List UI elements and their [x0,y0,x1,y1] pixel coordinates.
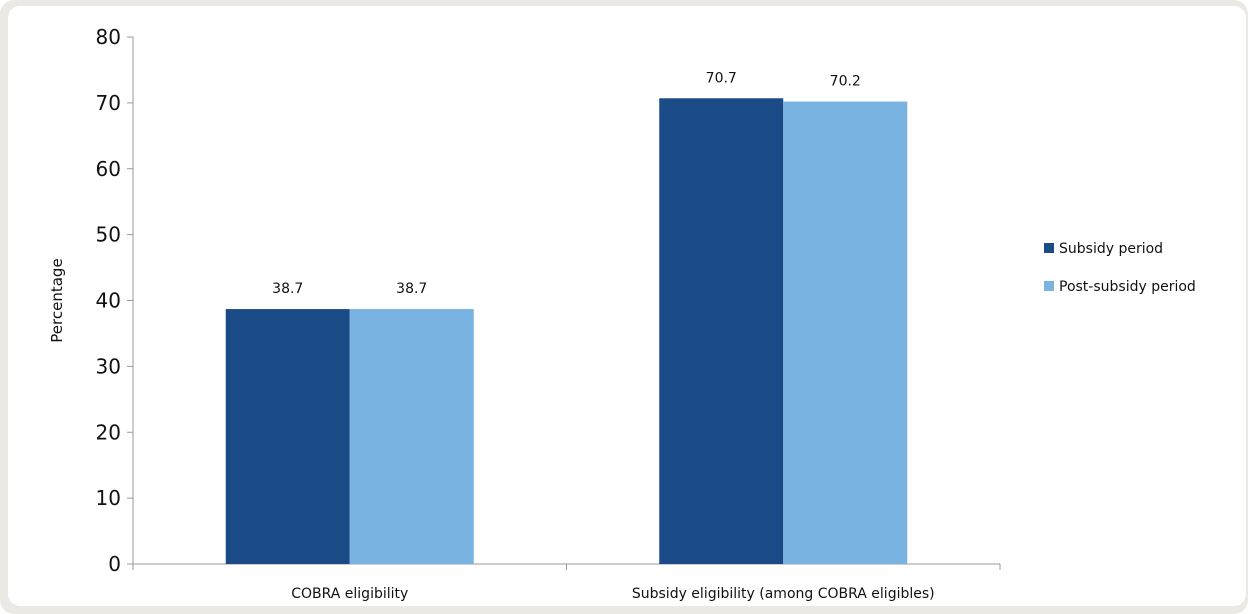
legend-label: Post-subsidy period [1059,279,1196,295]
x-axis-ticks: COBRA eligibility Subsidy eligibility (am… [132,564,1001,602]
y-tick-label: 70 [96,91,121,115]
y-tick-label: 40 [96,289,121,313]
y-axis-ticks: 0 10 20 30 40 50 60 70 80 [96,25,133,576]
y-axis-title: Percentage [48,258,66,342]
bar [349,309,474,564]
bar-data-label: 38.7 [396,281,427,297]
chart-panel [8,6,1246,606]
y-tick-label: 50 [96,223,121,247]
bar [225,309,350,564]
legend-swatch [1044,243,1054,253]
legend-label: Subsidy period [1059,241,1163,257]
y-tick-label: 80 [96,25,121,49]
y-tick-label: 10 [96,486,121,510]
y-tick-label: 60 [96,157,121,181]
bars: 38.7 38.7 70.7 70.2 [225,70,908,565]
legend-swatch [1044,281,1054,291]
y-tick-label: 30 [96,354,121,378]
y-tick-label: 20 [96,420,121,444]
bar [783,101,908,565]
y-tick-label: 0 [108,552,121,576]
x-category-label: Subsidy eligibility (among COBRA eligibl… [632,586,935,602]
legend: Subsidy period Post-subsidy period [1044,241,1196,295]
x-category-label: COBRA eligibility [291,586,408,602]
bar-data-label: 38.7 [272,281,303,297]
bar-data-label: 70.7 [706,70,737,86]
bar [659,98,784,565]
bar-data-label: 70.2 [830,74,861,90]
